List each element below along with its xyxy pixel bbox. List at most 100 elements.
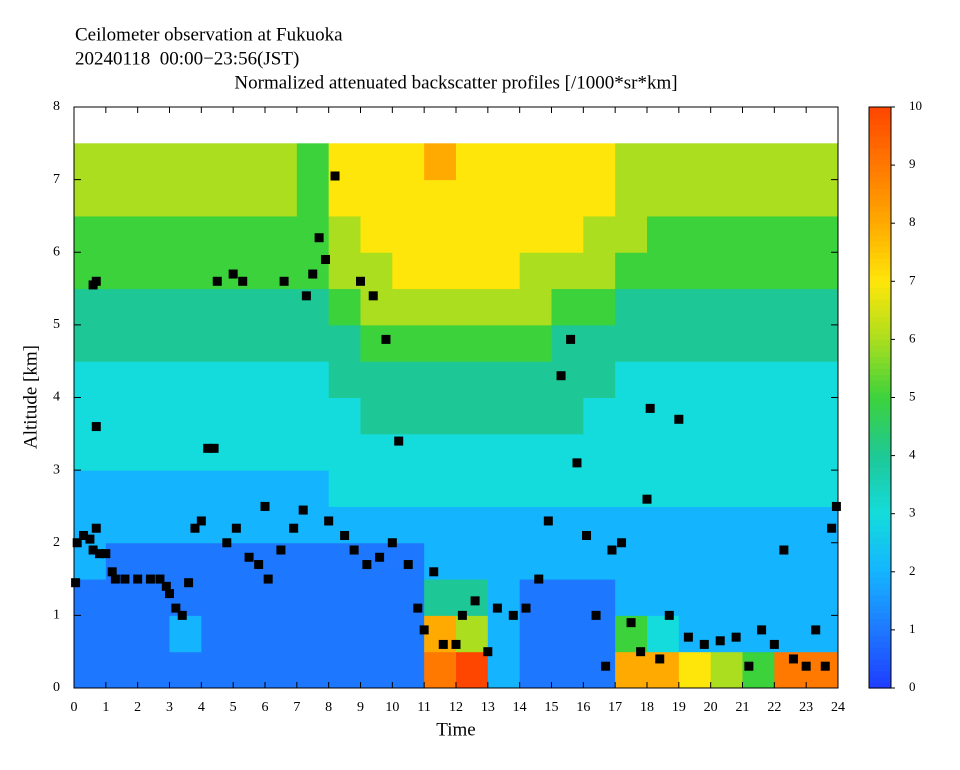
cloud-base-point <box>276 545 286 555</box>
heatmap-cell <box>105 288 139 326</box>
heatmap-cell <box>583 433 616 471</box>
heatmap-cell <box>647 179 680 217</box>
x-tick-label: 4 <box>198 700 205 715</box>
colorbar-segment <box>869 629 891 637</box>
x-tick-label: 2 <box>134 700 141 715</box>
heatmap-cell <box>774 288 807 326</box>
heatmap-cell <box>392 288 425 326</box>
cloud-base-point <box>387 538 397 548</box>
x-tick-label: 6 <box>262 700 269 715</box>
heatmap-cell <box>233 324 266 362</box>
heatmap-cell <box>105 470 139 507</box>
heatmap-cell <box>806 143 839 181</box>
heatmap-cell <box>265 651 298 689</box>
heatmap-cell <box>424 215 457 253</box>
heatmap-cell <box>806 215 839 253</box>
heatmap-cell <box>456 215 489 253</box>
colorbar-segment <box>869 490 891 497</box>
x-tick-label: 20 <box>704 700 718 715</box>
colorbar-segment <box>869 560 891 567</box>
cloud-base-point <box>788 654 798 664</box>
heatmap-cell <box>105 433 139 471</box>
y-tick-label: 7 <box>53 172 60 187</box>
heatmap-cell <box>551 397 584 435</box>
colorbar-tick-label: 7 <box>909 272 916 287</box>
colorbar-segment <box>869 507 891 515</box>
heatmap-cell <box>487 651 521 689</box>
heatmap-cell <box>742 542 775 580</box>
heatmap-cell <box>519 143 552 181</box>
colorbar-segment <box>869 147 891 155</box>
colorbar-segment <box>869 525 891 532</box>
y-tick-label: 6 <box>53 244 60 259</box>
colorbar-segment <box>869 176 891 184</box>
colorbar-tick-label: 8 <box>909 214 916 229</box>
colorbar-segment <box>869 211 891 218</box>
colorbar-segment <box>869 484 891 492</box>
heatmap-cell <box>296 179 330 217</box>
heatmap-cell <box>710 470 743 507</box>
heatmap-cell <box>710 324 743 362</box>
colorbar-segment <box>869 676 891 683</box>
heatmap-cell <box>74 397 107 435</box>
heatmap-cell <box>647 215 680 253</box>
heatmap-cell <box>678 470 712 507</box>
colorbar-segment <box>869 589 891 596</box>
x-tick-label: 19 <box>672 700 686 715</box>
heatmap-cell <box>487 433 521 471</box>
heatmap-cell <box>519 615 552 653</box>
colorbar-segment <box>869 229 891 236</box>
heatmap-cell <box>137 288 170 326</box>
heatmap-cell <box>169 615 202 653</box>
cloud-base-point <box>340 530 350 540</box>
colorbar-segment <box>869 426 891 433</box>
cloud-base-point <box>238 276 248 286</box>
colorbar-segment <box>869 170 891 178</box>
heatmap-cell <box>456 288 489 326</box>
x-tick-label: 7 <box>293 700 300 715</box>
colorbar-segment <box>869 165 891 172</box>
heatmap-cell <box>201 361 234 398</box>
heatmap-cell <box>201 143 234 181</box>
cloud-base-point <box>356 276 365 286</box>
heatmap-cell <box>615 252 648 290</box>
heatmap-cell <box>742 143 775 181</box>
heatmap-cell <box>615 542 648 580</box>
heatmap-cell <box>647 252 680 290</box>
heatmap-cell <box>201 470 234 507</box>
colorbar-segment <box>869 461 891 468</box>
x-tick-label: 22 <box>767 700 781 715</box>
cloud-base-point <box>572 458 582 468</box>
colorbar-segment <box>869 327 891 335</box>
heatmap-cell <box>456 542 489 580</box>
colorbar-segment <box>869 414 891 422</box>
heatmap-cell <box>233 252 266 290</box>
heatmap-cell <box>74 143 107 181</box>
heatmap-cell <box>265 288 298 326</box>
heatmap-cell <box>647 579 680 616</box>
heatmap-cell <box>774 470 807 507</box>
heatmap-cell <box>583 143 616 181</box>
heatmap-cell <box>487 579 521 616</box>
cloud-base-point <box>617 538 627 548</box>
heatmap-cell <box>105 615 139 653</box>
heatmap-cell <box>583 215 616 253</box>
colorbar-segment <box>869 647 891 654</box>
heatmap-cell <box>615 470 648 507</box>
heatmap-cell <box>678 143 712 181</box>
heatmap-cell <box>137 215 170 253</box>
heatmap-cell <box>774 542 807 580</box>
heatmap-cell <box>678 179 712 217</box>
heatmap-cell <box>806 397 839 435</box>
heatmap-cell <box>742 324 775 362</box>
heatmap-cell <box>105 397 139 435</box>
x-tick-label: 10 <box>385 700 399 715</box>
cloud-base-point <box>110 574 120 584</box>
cloud-base-point <box>231 523 241 533</box>
colorbar-tick-label: 10 <box>909 98 922 113</box>
heatmap-cell <box>647 361 680 398</box>
heatmap-cell <box>424 397 457 435</box>
heatmap-cell <box>392 506 425 544</box>
heatmap-cell <box>74 361 107 398</box>
colorbar-segment <box>869 124 891 131</box>
